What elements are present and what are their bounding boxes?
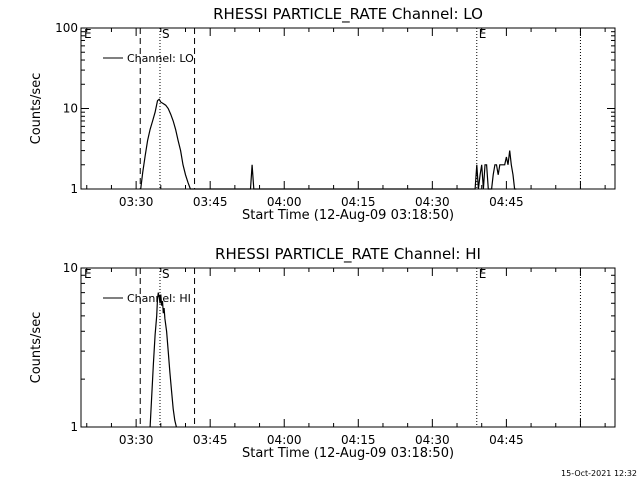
hi-channel-panel: RHESSI PARTICLE_RATE Channel: HI 03:30 03:… bbox=[29, 245, 616, 461]
y-tick-label: 100 bbox=[55, 21, 78, 35]
x-axis-label: Start Time (12-Aug-09 03:18:50) bbox=[242, 446, 454, 461]
y-tick-label: 1 bbox=[70, 182, 78, 196]
y-tick-label: 10 bbox=[63, 261, 78, 275]
event-marker-label: E bbox=[84, 27, 92, 41]
x-tick-label: 04:30 bbox=[415, 433, 450, 447]
data-series-line bbox=[140, 98, 517, 190]
y-axis-label: Counts/sec bbox=[29, 312, 44, 384]
x-tick-label: 04:45 bbox=[489, 433, 524, 447]
y-axis-label: Counts/sec bbox=[29, 73, 44, 145]
x-tick-label: 03:30 bbox=[119, 433, 154, 447]
x-tick-label: 03:45 bbox=[193, 195, 228, 209]
legend-label: Channel: LO bbox=[127, 52, 194, 65]
y-tick-label: 1 bbox=[70, 420, 78, 434]
event-marker-label: E bbox=[84, 267, 92, 281]
x-tick-label: 04:45 bbox=[489, 195, 524, 209]
data-series-line bbox=[149, 292, 177, 428]
timestamp-label: 15-Oct-2021 12:32 bbox=[561, 469, 637, 478]
x-tick-label: 03:45 bbox=[193, 433, 228, 447]
y-tick-label: 10 bbox=[63, 102, 78, 116]
x-tick-label: 04:15 bbox=[341, 433, 376, 447]
chart-title: RHESSI PARTICLE_RATE Channel: LO bbox=[213, 5, 483, 24]
event-marker-label: S bbox=[162, 27, 170, 41]
x-tick-label: 04:00 bbox=[267, 433, 302, 447]
legend-label: Channel: HI bbox=[127, 292, 191, 305]
x-tick-label: 04:00 bbox=[267, 195, 302, 209]
x-tick-label: 04:30 bbox=[415, 195, 450, 209]
event-marker-label: S bbox=[162, 267, 170, 281]
x-axis-label: Start Time (12-Aug-09 03:18:50) bbox=[242, 208, 454, 223]
x-tick-label: 03:30 bbox=[119, 195, 154, 209]
x-tick-label: 04:15 bbox=[341, 195, 376, 209]
event-marker-label: E bbox=[479, 267, 487, 281]
chart-title: RHESSI PARTICLE_RATE Channel: HI bbox=[215, 245, 481, 264]
plot-frame bbox=[80, 267, 616, 428]
event-marker-label: E bbox=[479, 27, 487, 41]
lo-channel-panel: RHESSI PARTICLE_RATE Channel: LO 03:30 03:… bbox=[29, 5, 616, 223]
